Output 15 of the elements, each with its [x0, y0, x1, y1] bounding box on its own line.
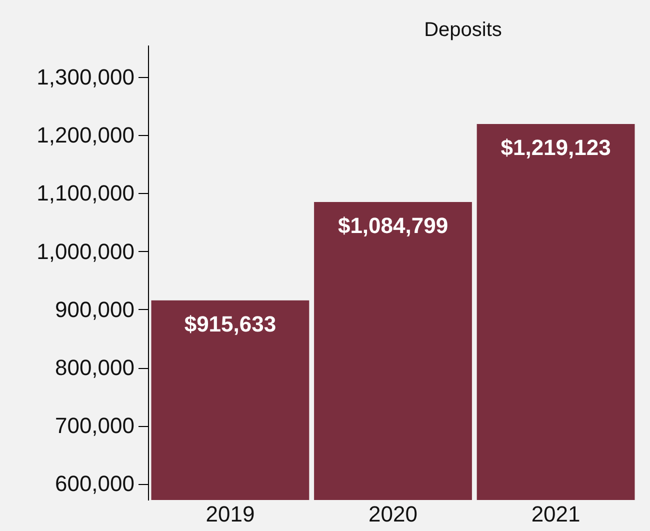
- y-tick-label: 800,000: [54, 355, 134, 380]
- x-tick-label: 2019: [206, 502, 255, 526]
- x-tick-label: 2020: [368, 502, 418, 526]
- y-tick-label: 1,100,000: [36, 180, 134, 206]
- y-tick-label: 900,000: [54, 296, 134, 322]
- data-label: $915,633: [184, 311, 276, 336]
- data-label: $1,219,123: [500, 134, 611, 160]
- y-tick-label: 1,200,000: [36, 122, 134, 148]
- x-tick-label: 2021: [531, 502, 580, 526]
- y-tick-label: 700,000: [54, 413, 134, 438]
- chart-title: Deposits: [424, 19, 502, 41]
- y-tick-label: 1,000,000: [36, 238, 134, 264]
- y-tick-label: 600,000: [54, 471, 134, 496]
- y-tick-label: 1,300,000: [36, 64, 134, 90]
- data-label: $1,084,799: [338, 213, 448, 238]
